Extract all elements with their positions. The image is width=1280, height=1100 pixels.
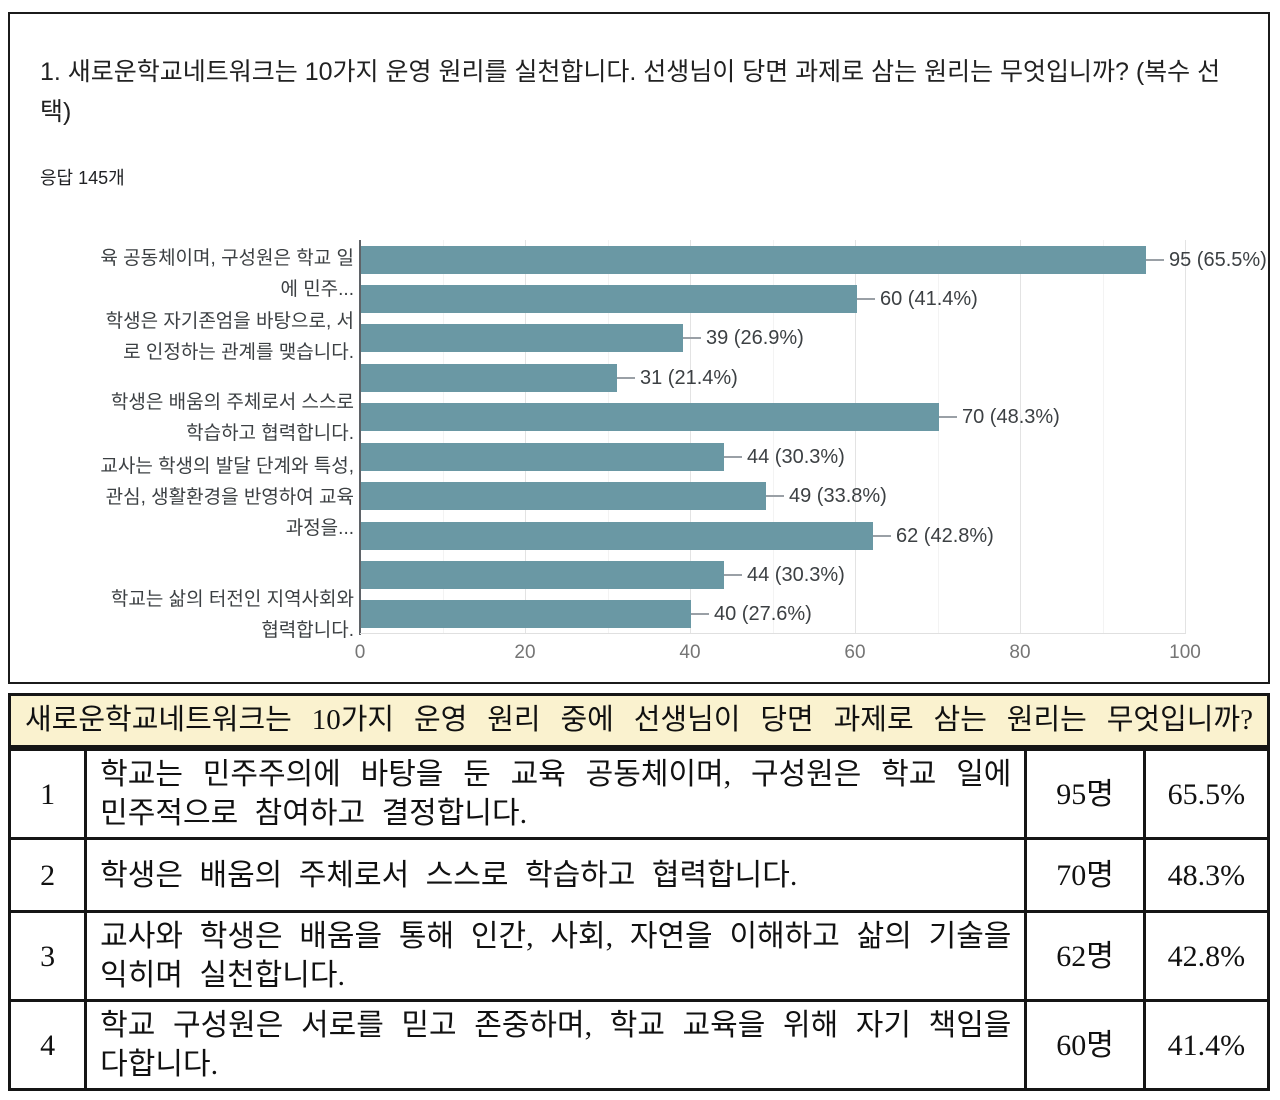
gridline: [938, 240, 939, 634]
row-number: 1: [7, 748, 88, 840]
bar-row: 95 (65.5%): [361, 246, 1267, 274]
bar: [361, 403, 939, 431]
x-tick-label: 40: [679, 642, 701, 663]
bar-value-label: 44 (30.3%): [747, 445, 845, 468]
row-text: 학교는 민주주의에 바탕을 둔 교육 공동체이며, 구성원은 학교 일에 민주적…: [84, 748, 1028, 840]
bar-leader-line: [873, 535, 891, 537]
table-row: 1 학교는 민주주의에 바탕을 둔 교육 공동체이며, 구성원은 학교 일에 민…: [7, 748, 1271, 840]
bar-row: 39 (26.9%): [361, 324, 804, 352]
bar: [361, 561, 724, 589]
bar-value-label: 70 (48.3%): [962, 405, 1060, 428]
row-percent: 65.5%: [1142, 748, 1271, 840]
category-label: 학생은 자기존엄을 바탕으로, 서 로 인정하는 관계를 맺습니다.: [105, 311, 354, 363]
bar-leader-line: [766, 495, 784, 497]
bar: [361, 364, 617, 392]
table-row: 4 학교 구성원은 서로를 믿고 존중하며, 학교 교육을 위해 자기 책임을 …: [7, 999, 1271, 1091]
table-row: 2 학생은 배움의 주체로서 스스로 학습하고 협력합니다. 70명 48.3%: [7, 837, 1271, 913]
row-text: 학생은 배움의 주체로서 스스로 학습하고 협력합니다.: [84, 837, 1028, 913]
category-label: 학생은 배움의 주체로서 스스로 학습하고 협력합니다.: [110, 392, 354, 444]
summary-banner: 새로운학교네트워크는 10가지 운영 원리 중에 선생님이 당면 과제로 삼는 …: [8, 693, 1270, 748]
bar: [361, 285, 857, 313]
x-tick-label: 100: [1169, 642, 1201, 663]
bar-leader-line: [1146, 259, 1164, 261]
bar-leader-line: [617, 377, 635, 379]
bar-row: 60 (41.4%): [361, 285, 978, 313]
row-text: 학교 구성원은 서로를 믿고 존중하며, 학교 교육을 위해 자기 책임을 다합…: [84, 999, 1028, 1091]
bar: [361, 522, 873, 550]
bar-value-label: 44 (30.3%): [747, 563, 845, 586]
bar-row: 70 (48.3%): [361, 403, 1060, 431]
bar-leader-line: [691, 613, 709, 615]
bar-value-label: 40 (27.6%): [714, 602, 812, 625]
bar-leader-line: [939, 416, 957, 418]
bar-row: 31 (21.4%): [361, 364, 738, 392]
y-axis-line: [359, 240, 361, 635]
category-label: 학교는 삶의 터전인 지역사회와 협력합니다.: [110, 589, 354, 641]
bar-value-label: 95 (65.5%): [1169, 248, 1267, 271]
question-title: 1. 새로운학교네트워크는 10가지 운영 원리를 실천합니다. 선생님이 당면…: [40, 58, 1221, 126]
gridline: [1020, 240, 1021, 634]
bar-row: 44 (30.3%): [361, 443, 845, 471]
bar-row: 40 (27.6%): [361, 600, 812, 628]
row-text: 교사와 학생은 배움을 통해 인간, 사회, 자연을 이해하고 삶의 기술을 익…: [84, 910, 1028, 1002]
bar-leader-line: [683, 337, 701, 339]
bar-value-label: 39 (26.9%): [706, 326, 804, 349]
table-row: 3 교사와 학생은 배움을 통해 인간, 사회, 자연을 이해하고 삶의 기술을…: [7, 910, 1271, 1002]
gridline: [443, 240, 444, 634]
row-count: 60명: [1024, 999, 1146, 1091]
row-percent: 48.3%: [1142, 837, 1271, 913]
gridline: [525, 240, 526, 634]
question-panel: 1. 새로운학교네트워크는 10가지 운영 원리를 실천합니다. 선생님이 당면…: [8, 12, 1270, 684]
row-count: 70명: [1024, 837, 1146, 913]
gridline: [855, 240, 856, 634]
bar: [361, 600, 691, 628]
x-tick-label: 80: [1009, 642, 1031, 663]
row-percent: 41.4%: [1142, 999, 1271, 1091]
row-number: 2: [7, 837, 88, 913]
row-number: 3: [7, 910, 88, 1002]
row-percent: 42.8%: [1142, 910, 1271, 1002]
gridline: [690, 240, 691, 634]
bar-value-label: 49 (33.8%): [789, 484, 887, 507]
bar: [361, 482, 766, 510]
gridline: [773, 240, 774, 634]
bar-chart-plot-area: 95 (65.5%) 60 (41.4%) 39 (26.9%) 31 (21.…: [355, 240, 1267, 663]
response-count: 응답 145개: [40, 168, 125, 188]
bar-row: 49 (33.8%): [361, 482, 887, 510]
bar-leader-line: [724, 574, 742, 576]
bar-row: 62 (42.8%): [361, 522, 994, 550]
row-number: 4: [7, 999, 88, 1091]
category-label: 육 공동체이며, 구성원은 학교 일 에 민주...: [100, 248, 354, 300]
x-tick-label: 0: [354, 642, 366, 663]
bar-leader-line: [857, 298, 875, 300]
bar-value-label: 60 (41.4%): [880, 287, 978, 310]
bar-leader-line: [724, 456, 742, 458]
bar: [361, 324, 683, 352]
category-label: 교사는 학생의 발달 단계와 특성, 관심, 생활환경을 반영하여 교육 과정을…: [100, 456, 354, 539]
x-axis-line: [360, 633, 1186, 634]
results-table: 1 학교는 민주주의에 바탕을 둔 교육 공동체이며, 구성원은 학교 일에 민…: [7, 748, 1271, 1091]
x-tick-label: 60: [844, 642, 866, 663]
bar: [361, 443, 724, 471]
gridline: [1185, 240, 1186, 634]
x-tick-label: 20: [514, 642, 536, 663]
gridline: [608, 240, 609, 634]
bar-value-label: 62 (42.8%): [896, 524, 994, 547]
gridline: [1103, 240, 1104, 634]
row-count: 62명: [1024, 910, 1146, 1002]
row-count: 95명: [1024, 748, 1146, 840]
bar-row: 44 (30.3%): [361, 561, 845, 589]
bar-value-label: 31 (21.4%): [640, 366, 738, 389]
bar: [361, 246, 1146, 274]
